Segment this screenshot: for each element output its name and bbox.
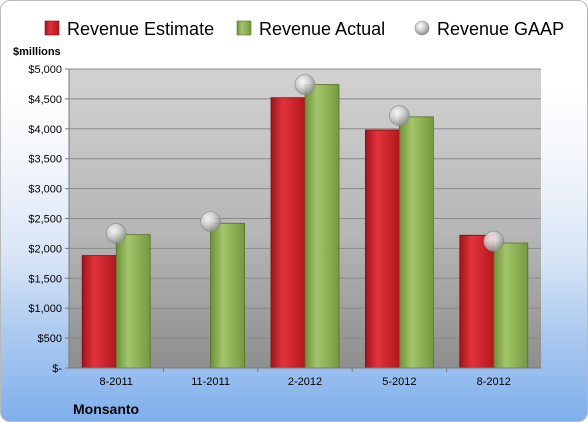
legend-swatch-actual bbox=[236, 20, 252, 36]
gaap-marker bbox=[200, 211, 221, 232]
y-tick-label: $2,500 bbox=[28, 214, 62, 226]
legend-label: Revenue Estimate bbox=[67, 19, 214, 39]
y-tick-label: $5,000 bbox=[28, 64, 62, 76]
x-tick-label: 11-2011 bbox=[191, 376, 230, 388]
actual-bar bbox=[304, 84, 340, 369]
x-axis-ticks: 8-2011 11-2011 2-2012 5-2012 8-2012 bbox=[99, 368, 511, 388]
estimate-bar bbox=[364, 129, 400, 369]
legend-swatch-estimate bbox=[44, 20, 60, 36]
gaap-marker bbox=[389, 105, 410, 126]
estimate-bar bbox=[270, 97, 306, 369]
y-axis-ticks: $- $500 $1,000 $1,500 $2,000 $2,500 $3,000 $3,5… bbox=[28, 64, 70, 375]
x-tick-label: 5-2012 bbox=[382, 376, 416, 388]
legend-swatch-gaap bbox=[414, 20, 430, 36]
x-tick-label: 2-2012 bbox=[288, 376, 322, 388]
bars bbox=[81, 84, 529, 369]
gaap-marker bbox=[483, 230, 505, 252]
actual-bar bbox=[398, 116, 434, 369]
actual-bar bbox=[493, 242, 529, 369]
gaap-markers bbox=[105, 74, 505, 252]
y-tick-label: $3,000 bbox=[28, 184, 62, 196]
y-tick-label: $2,000 bbox=[28, 243, 62, 255]
legend: Revenue Estimate Revenue Actual Revenue GA… bbox=[44, 19, 564, 39]
x-tick-label: 8-2012 bbox=[477, 376, 511, 388]
y-tick-label: $1,000 bbox=[28, 303, 62, 315]
x-tick-label: 8-2011 bbox=[99, 376, 132, 388]
estimate-bar bbox=[459, 234, 495, 369]
y-tick-label: $4,000 bbox=[28, 124, 62, 136]
y-axis-label: $millions bbox=[13, 46, 61, 58]
estimate-bar bbox=[81, 255, 117, 369]
y-tick-label: $500 bbox=[38, 333, 62, 345]
legend-label: Revenue GAAP bbox=[437, 19, 564, 39]
actual-bar bbox=[210, 222, 246, 369]
y-tick-label: $1,500 bbox=[28, 273, 62, 285]
y-tick-label: $4,500 bbox=[28, 94, 62, 106]
y-tick-label: $- bbox=[52, 363, 62, 375]
gaap-marker bbox=[105, 223, 127, 244]
gaap-marker bbox=[294, 74, 316, 95]
actual-bar bbox=[115, 234, 151, 369]
y-tick-label: $3,500 bbox=[28, 154, 62, 166]
company-label: Monsanto bbox=[73, 401, 139, 417]
legend-label: Revenue Actual bbox=[259, 19, 385, 39]
